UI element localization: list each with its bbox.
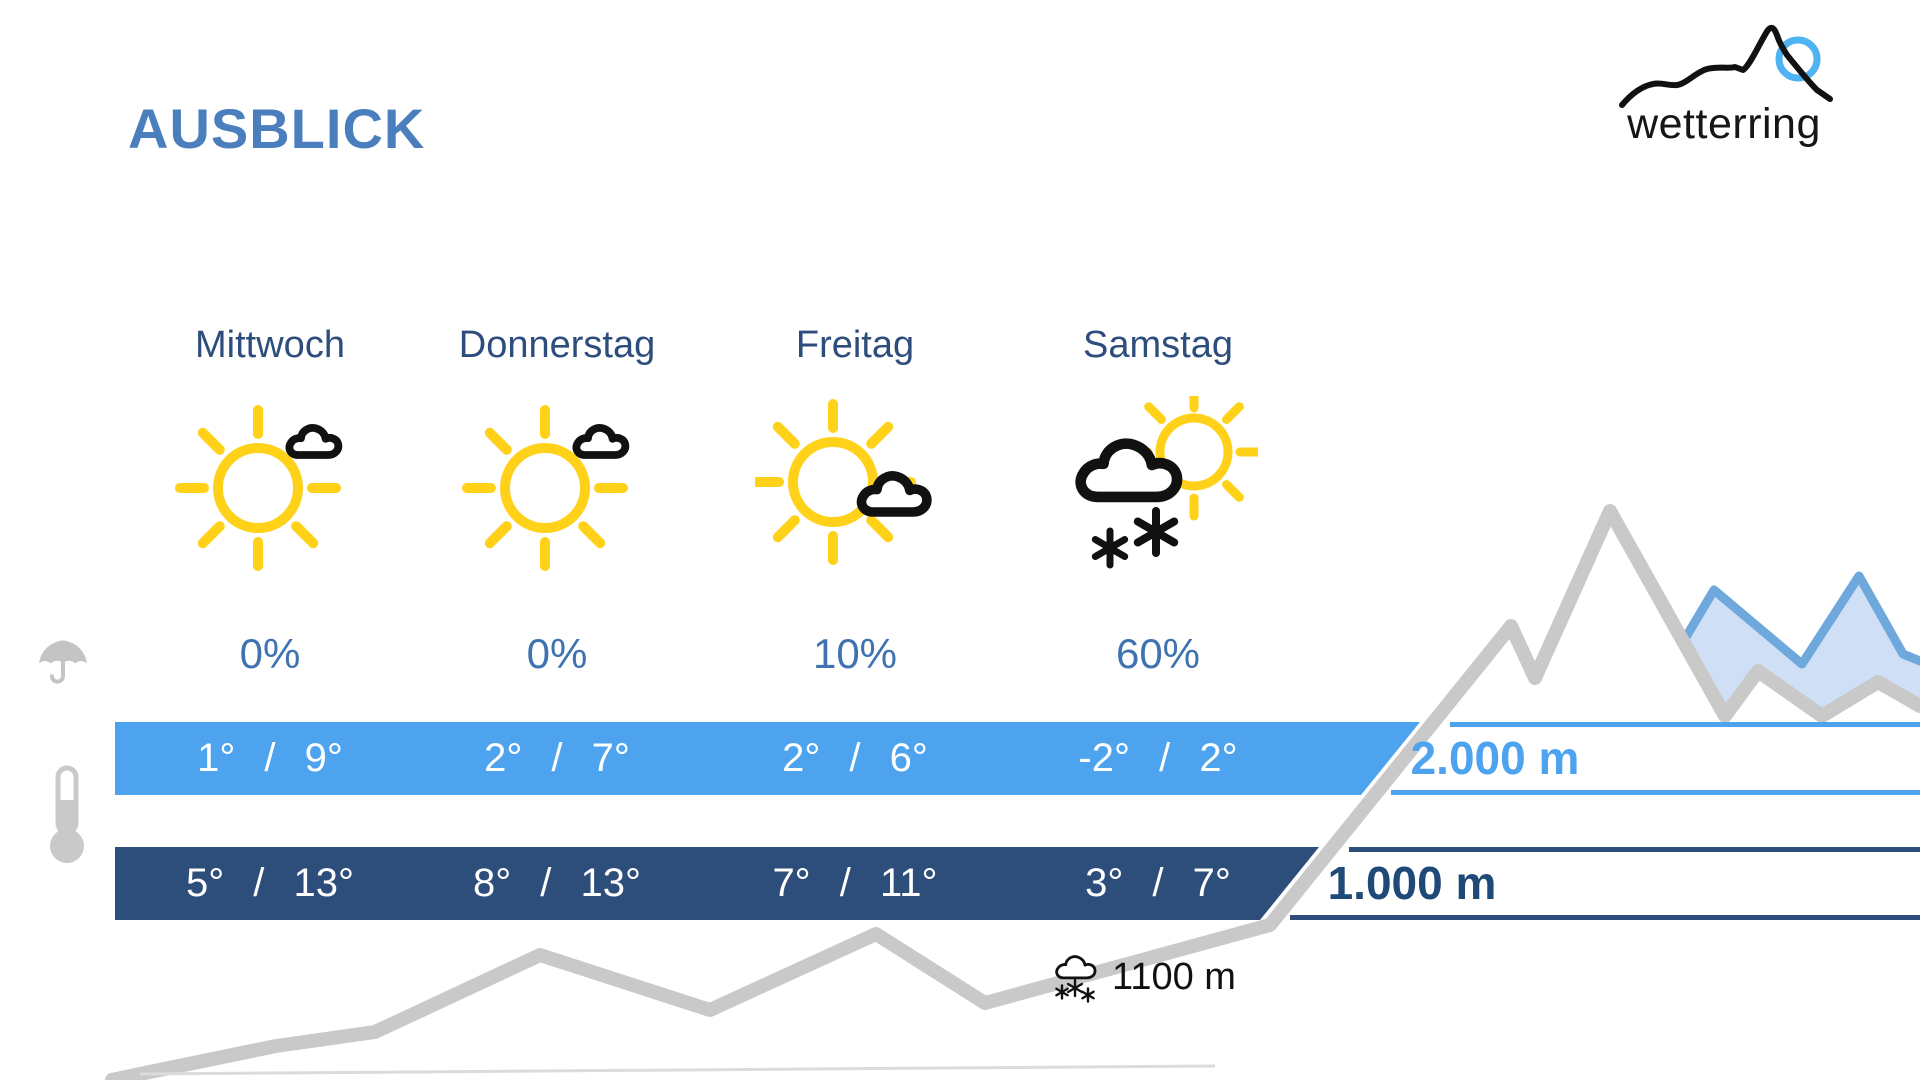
snowline-value: 1100 m (1112, 956, 1236, 998)
precipitation-freitag: 10% (812, 630, 898, 677)
sun-cloud-icon (755, 399, 932, 565)
valley-baseline (139, 1064, 1216, 1076)
sun-small-cloud-icon (175, 405, 343, 571)
umbrella-icon (39, 640, 87, 684)
page-title: AUSBLICK (128, 97, 426, 160)
day-name-mittwoch: Mittwoch (195, 324, 345, 366)
precipitation-samstag: 60% (1115, 630, 1201, 677)
precipitation-mittwoch: 0% (239, 630, 301, 677)
temp-1000-mittwoch: 5° / 13° (185, 861, 355, 905)
mountain-sun-logo-icon (1619, 25, 1833, 108)
snowflake-icon (1091, 527, 1129, 569)
mountain-silhouette (105, 504, 1920, 1080)
sun-small-cloud-icon (462, 405, 630, 571)
temp-2000-mittwoch: 1° / 9° (197, 736, 343, 780)
temp-2000-freitag: 2° / 6° (782, 736, 928, 780)
snow-cloud-sun-icon (1075, 396, 1258, 569)
band-1000 (115, 847, 1319, 920)
thermometer-icon (50, 765, 84, 863)
band-2000 (115, 722, 1420, 795)
band-2000-label-area (1391, 722, 1920, 795)
day-name-freitag: Freitag (795, 324, 915, 366)
altitude-label-1000: 1.000 m (1327, 857, 1497, 909)
temp-2000-donnerstag: 2° / 7° (484, 736, 630, 780)
temp-1000-freitag: 7° / 11° (772, 861, 938, 905)
snow-ridge-line (1678, 571, 1920, 669)
day-name-samstag: Samstag (1083, 324, 1233, 366)
brand-name: wetterring (1627, 100, 1821, 148)
temp-2000-samstag: -2° / 2° (1078, 736, 1238, 780)
band-1000-label-area (1290, 847, 1920, 920)
temp-1000-donnerstag: 8° / 13° (472, 861, 642, 905)
day-name-donnerstag: Donnerstag (458, 324, 656, 366)
snow-cloud-icon (1055, 955, 1097, 1003)
altitude-label-2000: 2.000 m (1410, 732, 1580, 784)
precipitation-donnerstag: 0% (526, 630, 588, 677)
snowflake-icon (1133, 507, 1179, 557)
temp-1000-samstag: 3° / 7° (1085, 861, 1231, 905)
